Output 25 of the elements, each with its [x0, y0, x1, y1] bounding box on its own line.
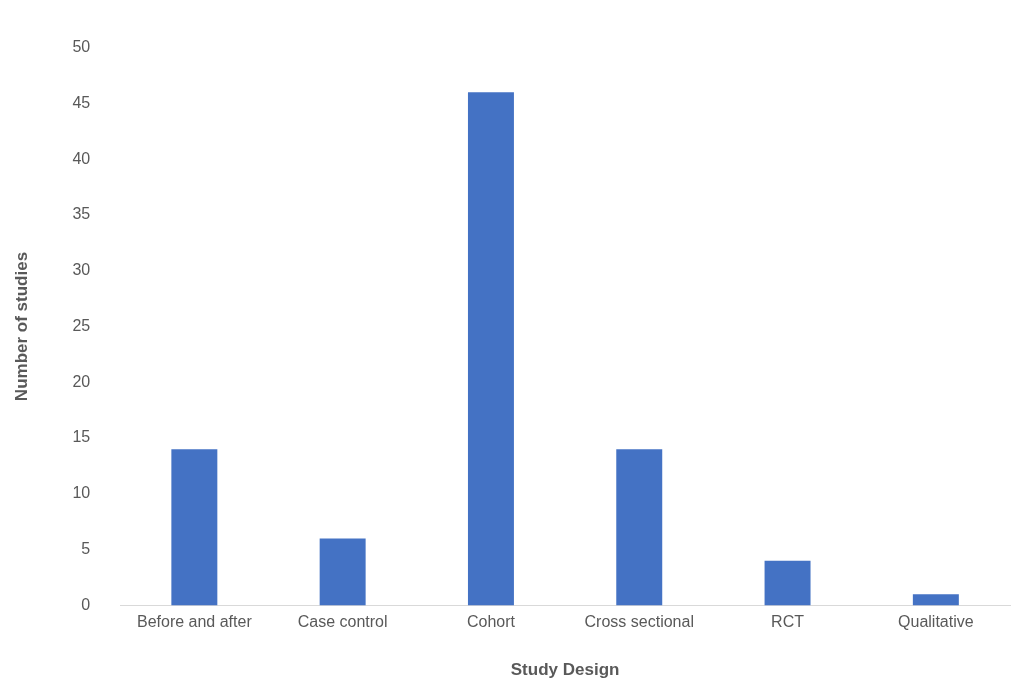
bar — [319, 538, 366, 606]
x-tick-label: Case control — [297, 613, 388, 631]
bar — [467, 92, 514, 606]
x-tick-label: Cohort — [466, 613, 516, 631]
x-tick-label: Before and after — [136, 613, 253, 631]
bar — [616, 449, 663, 606]
y-tick-label: 45 — [72, 93, 91, 111]
y-tick-label: 30 — [72, 261, 91, 279]
y-tick-label: 50 — [72, 38, 91, 56]
y-tick-label: 0 — [81, 595, 91, 613]
y-tick-label: 35 — [72, 205, 91, 223]
x-tick-label: Cross sectional — [584, 613, 694, 631]
y-tick-label: 20 — [72, 372, 91, 390]
x-tick-label: Qualitative — [898, 613, 974, 631]
x-tick-label: RCT — [771, 613, 805, 631]
y-tick-label: 5 — [81, 540, 91, 558]
y-tick-label: 40 — [72, 149, 91, 167]
x-axis-title: Study Design — [510, 660, 620, 680]
bar — [912, 594, 959, 606]
y-axis-title: Number of studies — [11, 251, 31, 402]
bar — [764, 560, 811, 606]
y-tick-label: 15 — [72, 428, 91, 446]
y-tick-label: 10 — [72, 484, 91, 502]
y-tick-label: 25 — [72, 316, 91, 334]
bar — [171, 449, 218, 606]
